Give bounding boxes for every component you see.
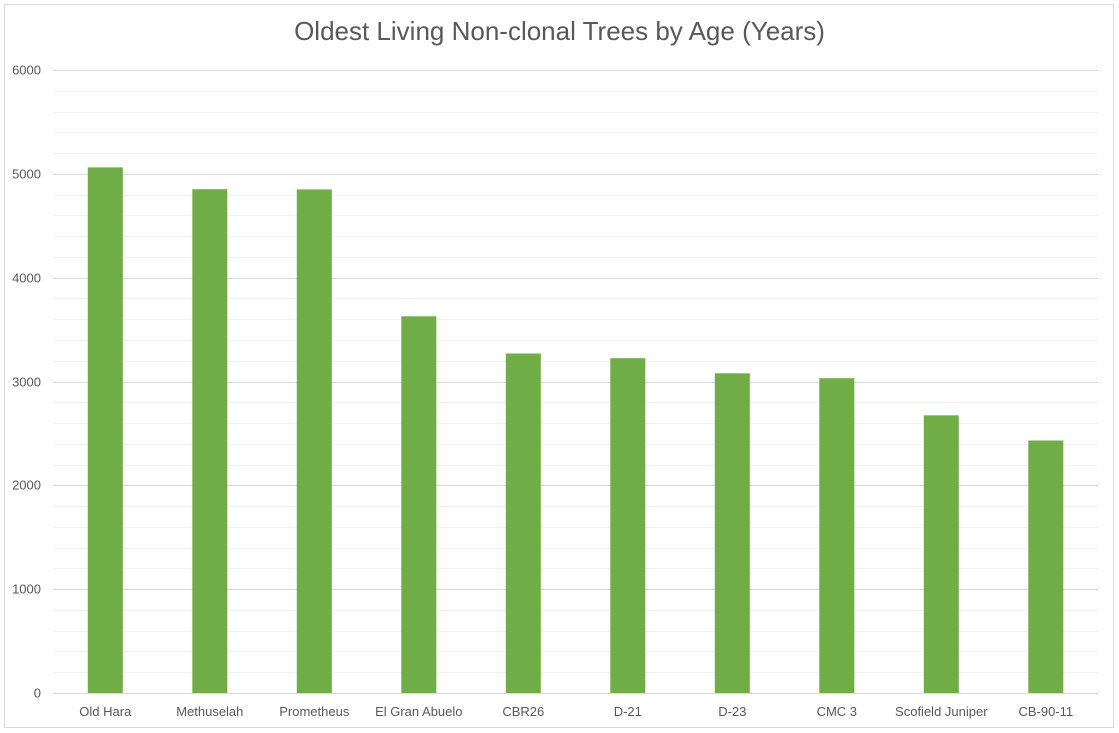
bar <box>714 373 750 693</box>
x-tick-label: D-21 <box>614 704 642 719</box>
y-tick-label: 1000 <box>12 582 41 597</box>
x-tick-label: CBR26 <box>502 704 544 719</box>
x-tick-label: Scofield Juniper <box>895 704 988 719</box>
x-tick-label: CB-90-11 <box>1018 704 1073 719</box>
bar <box>401 316 437 693</box>
bar <box>87 167 123 693</box>
x-tick-label: El Gran Abuelo <box>375 704 462 719</box>
y-tick-label: 3000 <box>12 375 41 390</box>
x-tick-label: Old Hara <box>79 704 132 719</box>
x-tick-label: Methuselah <box>176 704 243 719</box>
x-tick-label: CMC 3 <box>817 704 857 719</box>
x-tick-label: D-23 <box>718 704 746 719</box>
y-tick-label: 6000 <box>12 63 41 78</box>
bar <box>296 189 332 693</box>
y-axis-tick-labels: 0 1000 2000 3000 4000 5000 6000 <box>12 63 41 701</box>
bar <box>923 415 959 693</box>
bar <box>505 353 541 693</box>
y-tick-label: 0 <box>34 686 41 701</box>
bar <box>192 189 228 693</box>
chart-title: Oldest Living Non-clonal Trees by Age (Y… <box>294 16 825 46</box>
bar <box>1028 440 1064 693</box>
bar <box>610 358 646 693</box>
bar <box>819 378 855 693</box>
y-tick-label: 5000 <box>12 167 41 182</box>
x-axis-tick-labels: Old Hara Methuselah Prometheus El Gran Abue… <box>79 704 1073 719</box>
x-tick-label: Prometheus <box>279 704 350 719</box>
y-tick-label: 2000 <box>12 478 41 493</box>
bars <box>87 167 1064 693</box>
y-tick-label: 4000 <box>12 271 41 286</box>
